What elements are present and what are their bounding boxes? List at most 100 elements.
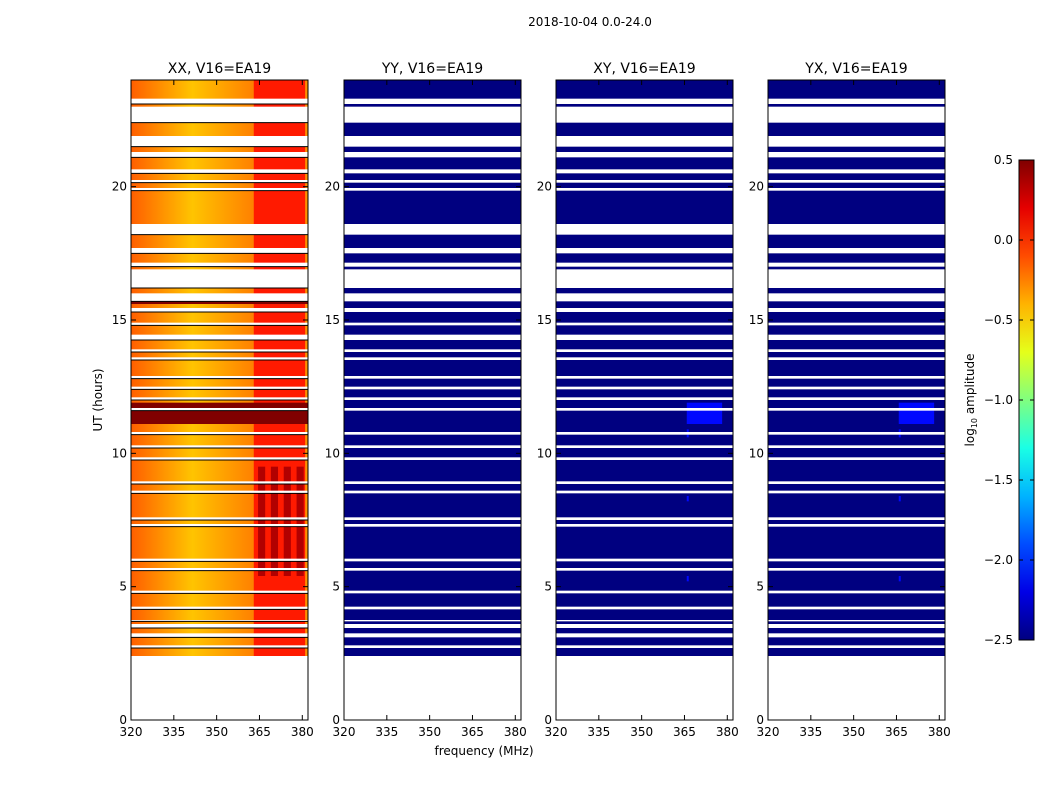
x-tick-label: 350: [205, 725, 228, 739]
flagged-row: [344, 445, 521, 448]
flagged-row: [344, 180, 521, 183]
flagged-row: [768, 445, 945, 448]
flagged-row: [344, 169, 521, 174]
panel-title: YY, V16=EA19: [381, 61, 483, 77]
flagged-row: [131, 568, 308, 571]
x-tick-label: 380: [504, 725, 527, 739]
flagged-row: [768, 308, 945, 312]
y-tick-label: 5: [544, 580, 552, 594]
xx-hot-row: [131, 402, 308, 424]
flagged-row: [556, 558, 733, 562]
flagged-row: [768, 457, 945, 460]
spot-yx: [898, 576, 901, 582]
flagged-row: [768, 633, 945, 638]
flagged-row: [344, 397, 521, 400]
flagged-row: [556, 334, 733, 340]
flagged-row: [556, 293, 733, 302]
x-tick-label: 365: [673, 725, 696, 739]
flagged-row: [344, 517, 521, 520]
flagged-row: [768, 180, 945, 183]
flagged-row: [556, 308, 733, 312]
heatmap-content: [768, 80, 945, 656]
xx-band-stripe: [270, 466, 279, 576]
colorbar-label: log10 amplitude: [963, 354, 979, 447]
heatmap-content: [344, 80, 521, 656]
flagged-row: [768, 224, 945, 235]
flagged-row: [344, 624, 521, 628]
flagged-row: [556, 524, 733, 527]
y-tick-label: 0: [332, 713, 340, 727]
spot-xy: [686, 496, 689, 502]
flagged-row: [131, 445, 308, 448]
panel-frame: [130, 79, 309, 721]
flagged-row: [344, 558, 521, 562]
flagged-row: [131, 386, 308, 390]
flagged-row: [131, 349, 308, 352]
panel-title: XX, V16=EA19: [168, 61, 271, 77]
spot-xy: [686, 576, 689, 582]
flagged-row: [768, 269, 945, 288]
flagged-row: [131, 432, 308, 435]
spot-yx: [898, 496, 901, 502]
y-tick-label: 10: [325, 446, 340, 460]
xx-hot-row: [131, 301, 308, 304]
x-tick-label: 380: [928, 725, 951, 739]
x-tick-label: 350: [842, 725, 865, 739]
flagged-row: [556, 98, 733, 104]
x-tick-label: 335: [375, 725, 398, 739]
flagged-row: [131, 524, 308, 527]
x-tick-label: 335: [162, 725, 185, 739]
flagged-row: [131, 624, 308, 628]
x-tick-label: 365: [461, 725, 484, 739]
flagged-row: [556, 136, 733, 147]
flagged-row: [556, 445, 733, 448]
panel-yy: YY, V16=EA19 320 335 350 365 380 0 5 10 15 20: [325, 61, 527, 739]
flagged-row: [131, 517, 308, 520]
heatmap-content: [556, 80, 733, 656]
flagged-row: [556, 386, 733, 390]
flagged-row: [344, 293, 521, 302]
colorbar-tick-label: 0.5: [994, 153, 1013, 167]
flagged-row: [344, 386, 521, 390]
colorbar-tick-label: −1.0: [984, 393, 1013, 407]
y-tick-label: 5: [119, 580, 127, 594]
flagged-row: [344, 590, 521, 594]
flagged-row: [768, 590, 945, 594]
flagged-row: [768, 524, 945, 527]
flagged-row: [556, 432, 733, 435]
flagged-row: [131, 322, 308, 326]
flagged-row: [768, 188, 945, 191]
flagged-row: [131, 248, 308, 254]
flagged-row: [556, 269, 733, 288]
flagged-row: [768, 620, 945, 622]
x-tick-label: 320: [545, 725, 568, 739]
x-tick-label: 335: [799, 725, 822, 739]
y-tick-label: 5: [332, 580, 340, 594]
flagged-row: [344, 568, 521, 571]
flagged-row: [768, 397, 945, 400]
heatmap-content: [131, 80, 308, 656]
flagged-row: [556, 633, 733, 638]
flagged-row: [556, 408, 733, 411]
panel-yx: YX, V16=EA19 320 335 350 365 380 0 5 10 15 20: [749, 61, 951, 739]
flagged-row: [131, 308, 308, 312]
panel-title: YX, V16=EA19: [804, 61, 907, 77]
y-axis-label: UT (hours): [91, 368, 105, 431]
flagged-row: [556, 624, 733, 628]
flagged-row: [344, 457, 521, 460]
flagged-row: [768, 624, 945, 628]
figure-title: 2018-10-04 0.0-24.0: [528, 15, 652, 29]
flagged-row: [344, 322, 521, 326]
y-tick-label: 10: [749, 446, 764, 460]
colorbar: 0.5 0.0 −0.5 −1.0 −1.5 −2.0 −2.5 log10 amplitud…: [963, 153, 1035, 647]
x-axis-label: frequency (MHz): [434, 744, 533, 758]
flagged-row: [768, 136, 945, 147]
flagged-row: [344, 376, 521, 379]
x-tick-label: 365: [885, 725, 908, 739]
flagged-row: [131, 152, 308, 158]
spot-yx: [898, 402, 935, 424]
flagged-row: [768, 432, 945, 435]
flagged-row: [131, 188, 308, 191]
flagged-row: [556, 481, 733, 484]
